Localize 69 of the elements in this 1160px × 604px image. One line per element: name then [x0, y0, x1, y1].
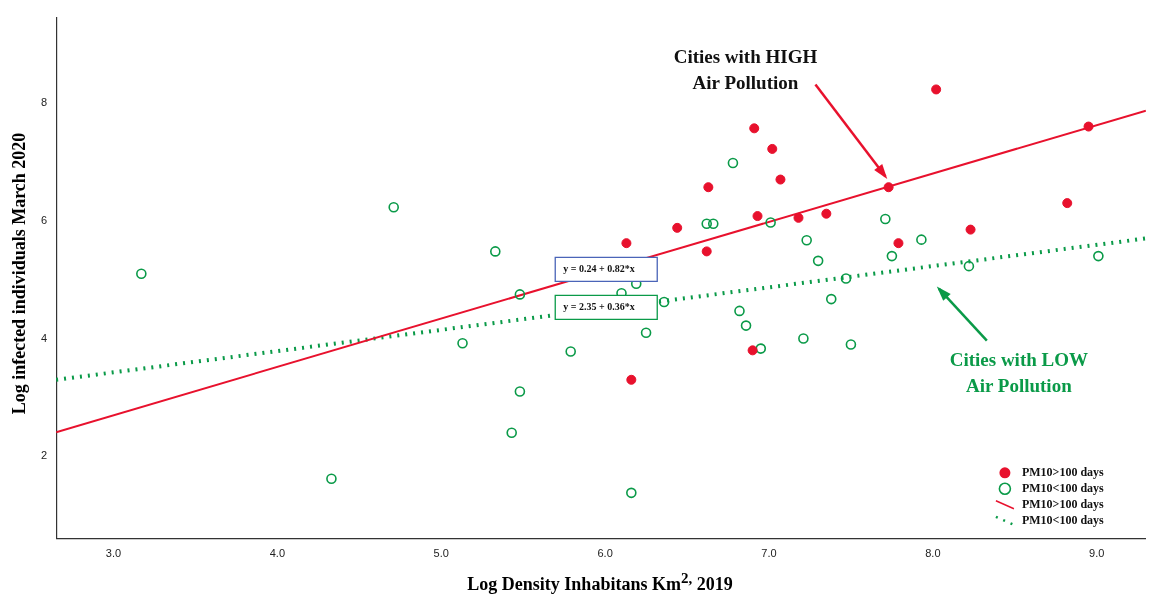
point: [965, 224, 976, 235]
point: [136, 268, 147, 280]
annotation: Cities with HIGH Air Pollution: [673, 46, 818, 94]
x-tick-label: 8.0: [925, 547, 941, 560]
point: [506, 427, 517, 439]
point: [626, 487, 637, 499]
x-tick-label: 9.0: [1089, 547, 1105, 560]
point: [840, 273, 852, 284]
point: [1083, 121, 1094, 132]
legend-label: PM10>100 days: [1021, 496, 1105, 511]
y-tick-label: 8: [40, 96, 48, 109]
point: [916, 234, 927, 245]
point: [640, 327, 652, 338]
point: [793, 212, 804, 223]
point: [490, 246, 501, 257]
point: [775, 174, 786, 185]
x-tick-label: 5.0: [433, 547, 449, 560]
y-axis-title: Log infected individuals March 2020: [9, 132, 31, 414]
point: [734, 305, 745, 317]
point: [626, 374, 637, 385]
point: [765, 217, 776, 228]
point: [701, 218, 713, 230]
point: [514, 289, 526, 300]
point: [963, 260, 975, 272]
point: [701, 246, 712, 257]
x-tick-label: 7.0: [761, 547, 777, 560]
point: [821, 208, 832, 219]
point: [388, 201, 399, 213]
legend-label: PM10<100 days: [1021, 512, 1105, 527]
y-tick-label: 4: [40, 331, 48, 344]
point: [1093, 250, 1104, 262]
point: [825, 293, 837, 305]
point: [755, 343, 767, 354]
point: [880, 213, 891, 225]
point: [931, 84, 942, 95]
x-tick-label: 4.0: [269, 547, 285, 560]
point: [703, 182, 714, 193]
point: [565, 346, 576, 357]
point: [514, 386, 526, 397]
annotation: y = 0.24 + 0.82*x: [563, 262, 635, 274]
legend-label: PM10>100 days: [1021, 464, 1105, 479]
point: [886, 250, 898, 262]
annotation: Cities with LOW Air Pollution: [949, 348, 1088, 396]
legend-label: PM10<100 days: [1021, 480, 1105, 495]
y-tick-label: 2: [40, 449, 48, 462]
point: [727, 157, 739, 169]
point: [798, 333, 809, 344]
point: [658, 296, 670, 308]
point: [740, 320, 752, 331]
x-axis-title: Log Density Inhabitans Km$^{2,}$ 2019: [466, 570, 734, 595]
point: [752, 211, 763, 222]
point: [672, 222, 683, 233]
point: [801, 234, 812, 246]
point: [747, 345, 758, 356]
point: [707, 218, 719, 230]
point: [812, 255, 824, 267]
point: [457, 337, 468, 349]
point: [845, 339, 857, 350]
point: [883, 182, 894, 193]
x-tick-label: 6.0: [597, 547, 613, 560]
annotation: y = 2.35 + 0.36*x: [563, 300, 635, 312]
point: [326, 473, 337, 485]
point: [749, 123, 760, 134]
x-tick-label: 3.0: [105, 547, 122, 560]
point: [893, 238, 904, 249]
point: [1062, 198, 1073, 209]
point: [767, 143, 778, 154]
point: [621, 238, 632, 249]
y-tick-label: 6: [40, 213, 48, 226]
